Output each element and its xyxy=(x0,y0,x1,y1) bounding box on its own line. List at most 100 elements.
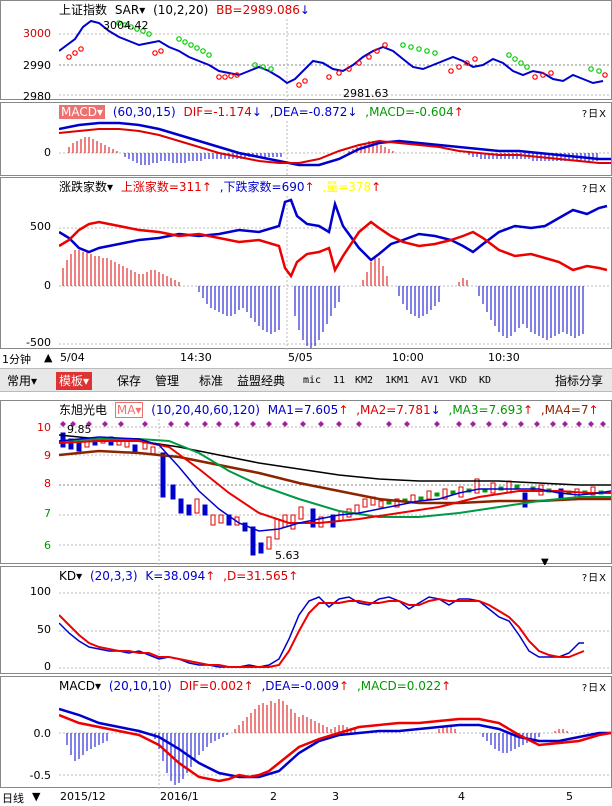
ma-selector[interactable]: MA▾ xyxy=(114,402,144,418)
tb-mic[interactable]: mic xyxy=(303,375,322,386)
intraday-time-axis: 1分钟 ▲ 5/04 14:30 5/05 10:00 10:30 xyxy=(0,350,612,366)
macd-y-tick-0: 0 xyxy=(44,146,51,159)
macd-value: ,MACD=-0.604 xyxy=(365,105,454,119)
index-sar-plot: 3004.42 2981.63 xyxy=(59,19,611,101)
kd-k: K=38.094 xyxy=(145,569,206,583)
indicator-selector[interactable]: SAR▾ xyxy=(114,3,146,17)
period-selector-1min[interactable]: 1分钟 xyxy=(2,353,31,366)
tb-share[interactable]: 指标分享 xyxy=(554,374,603,388)
stock-y-tick-9: 9 xyxy=(44,449,51,462)
macd-selector[interactable]: MACD▾ xyxy=(59,105,105,119)
tb-11[interactable]: 11 xyxy=(333,375,346,386)
down-arrow-marker: ▼ xyxy=(541,557,549,565)
ma-params: (10,20,40,60,120) xyxy=(151,403,260,417)
breadth-plot xyxy=(59,196,611,350)
breadth-y-tick-500: 500 xyxy=(30,220,51,233)
tb-1km1[interactable]: 1KM1 xyxy=(385,375,410,386)
kd-k-arrow: ↑ xyxy=(205,569,216,583)
tb-kd[interactable]: KD xyxy=(479,375,492,386)
index-name: 上证指数 xyxy=(59,3,108,17)
stock-macd-y-tick-neg05: -0.5 xyxy=(29,769,51,782)
stock-low-label: 5.63 xyxy=(275,549,300,562)
time-label-504: 5/04 xyxy=(60,351,85,364)
stock-ma-plot: 9.85 5.63 ▼ xyxy=(59,419,611,565)
index-price-header: 上证指数 SAR▾ (10,2,20) BB=2989.086↓ xyxy=(59,1,314,19)
stock-macd-dif-arrow: ↑ xyxy=(243,679,254,693)
kd-params: (20,3,3) xyxy=(89,569,138,583)
stock-y-tick-7: 7 xyxy=(44,507,51,520)
index-low-label: 2981.63 xyxy=(343,87,389,100)
sar-green-dots xyxy=(116,20,602,74)
index-macd-panel[interactable]: MACD▾ (60,30,15) DIF=-1.174↓ ,DEA=-0.872… xyxy=(0,102,612,177)
kd-y-tick-100: 100 xyxy=(30,585,51,598)
tb-km2[interactable]: KM2 xyxy=(355,375,374,386)
kd-panel[interactable]: KD▾ (20,3,3) K=38.094↑ ,D=31.565↑ ?日X 10… xyxy=(0,566,612,675)
period-arrow-icon: ▲ xyxy=(44,351,53,364)
stock-macd-panel[interactable]: MACD▾ (20,10,10) DIF=0.002↑ ,DEA=-0.009↑… xyxy=(0,676,612,789)
ma2-arrow: ↓ xyxy=(430,403,441,417)
breadth-up-arrow: ↑ xyxy=(201,180,212,194)
date-label-3: 3 xyxy=(332,790,339,803)
index-macd-plot xyxy=(59,121,611,177)
macd-dif: DIF=-1.174 xyxy=(183,105,252,119)
kd-header: KD▾ (20,3,3) K=38.094↑ ,D=31.565↑ xyxy=(59,567,302,585)
breadth-y-tick-neg500: -500 xyxy=(26,336,51,349)
tb-manage[interactable]: 管理 xyxy=(155,374,180,388)
stock-macd-dif: DIF=0.002 xyxy=(179,679,244,693)
bb-value: BB=2989.086 xyxy=(216,3,300,17)
stock-y-tick-10: 10 xyxy=(37,421,51,434)
stock-macd-value: ,MACD=0.022 xyxy=(356,679,442,693)
stock-macd-params: (20,10,10) xyxy=(108,679,172,693)
time-label-1030: 10:30 xyxy=(488,351,520,364)
panel-controls-kd[interactable]: ?日X xyxy=(581,573,607,584)
panel-controls-stock-macd[interactable]: ?日X xyxy=(581,683,607,694)
y-tick-3000: 3000 xyxy=(23,27,51,40)
date-label-20161: 2016/1 xyxy=(160,790,199,803)
indicator-params: (10,2,20) xyxy=(153,3,209,17)
macd-dea-arrow: ↓ xyxy=(347,105,358,119)
breadth-down: ,下跌家数=690 xyxy=(219,180,305,194)
macd-value-arrow: ↑ xyxy=(453,105,464,119)
ma3-arrow: ↑ xyxy=(522,403,533,417)
stock-macd-selector[interactable]: MACD▾ xyxy=(59,679,101,693)
kd-selector[interactable]: KD▾ xyxy=(59,569,83,583)
kd-y-tick-50: 50 xyxy=(37,623,51,636)
ma1-value: MA1=7.605 xyxy=(267,403,339,417)
panel-controls-breadth[interactable]: ?日X xyxy=(581,184,607,195)
tb-vkd[interactable]: VKD xyxy=(449,375,468,386)
date-label-5: 5 xyxy=(566,790,573,803)
time-label-1430: 14:30 xyxy=(180,351,212,364)
breadth-name[interactable]: 涨跌家数▾ xyxy=(59,180,114,194)
breadth-extra-arrow: ↑ xyxy=(371,180,382,194)
kd-d-arrow: ↑ xyxy=(288,569,299,583)
stock-y-tick-8: 8 xyxy=(44,477,51,490)
stock-price-panel[interactable]: 东旭光电 MA▾ (10,20,40,60,120) MA1=7.605 ↑ ,M… xyxy=(0,400,612,565)
ma4-value: ,MA4=7 xyxy=(540,403,589,417)
stock-macd-dea-arrow: ↑ xyxy=(339,679,350,693)
macd-params: (60,30,15) xyxy=(112,105,176,119)
tb-save[interactable]: 保存 xyxy=(117,374,142,388)
period-selector-daily[interactable]: 日线 xyxy=(2,792,24,805)
tb-standard[interactable]: 标准 xyxy=(199,374,224,388)
breadth-header: 涨跌家数▾ 上涨家数=311↑ ,下跌家数=690↑ ,量=378↑ xyxy=(59,178,385,196)
kd-plot xyxy=(59,585,611,675)
stock-y-tick-6: 6 xyxy=(44,539,51,552)
panel-controls[interactable]: ?日X xyxy=(581,109,607,120)
stock-macd-y-tick-0: 0.0 xyxy=(33,727,52,740)
macd-dea: ,DEA=-0.872 xyxy=(269,105,348,119)
tb-common[interactable]: 常用▾ xyxy=(7,374,38,388)
tb-classic[interactable]: 益盟经典 xyxy=(237,374,286,388)
stock-macd-plot xyxy=(59,695,611,789)
stock-name: 东旭光电 xyxy=(59,403,108,417)
bb-arrow: ↓ xyxy=(299,3,310,17)
macd-dif-arrow: ↓ xyxy=(251,105,262,119)
breadth-panel[interactable]: 涨跌家数▾ 上涨家数=311↑ ,下跌家数=690↑ ,量=378↑ ?日X 5… xyxy=(0,177,612,350)
breadth-up: 上涨家数=311 xyxy=(120,180,202,194)
stock-macd-value-arrow: ↑ xyxy=(441,679,452,693)
tb-template[interactable]: 模板▾ xyxy=(56,372,93,390)
stock-macd-dea: ,DEA=-0.009 xyxy=(261,679,340,693)
ma2-value: ,MA2=7.781 xyxy=(356,403,431,417)
index-price-panel[interactable]: 上证指数 SAR▾ (10,2,20) BB=2989.086↓ 3000 29… xyxy=(0,0,612,103)
breadth-extra: ,量=378 xyxy=(322,180,372,194)
tb-av1[interactable]: AV1 xyxy=(421,375,440,386)
